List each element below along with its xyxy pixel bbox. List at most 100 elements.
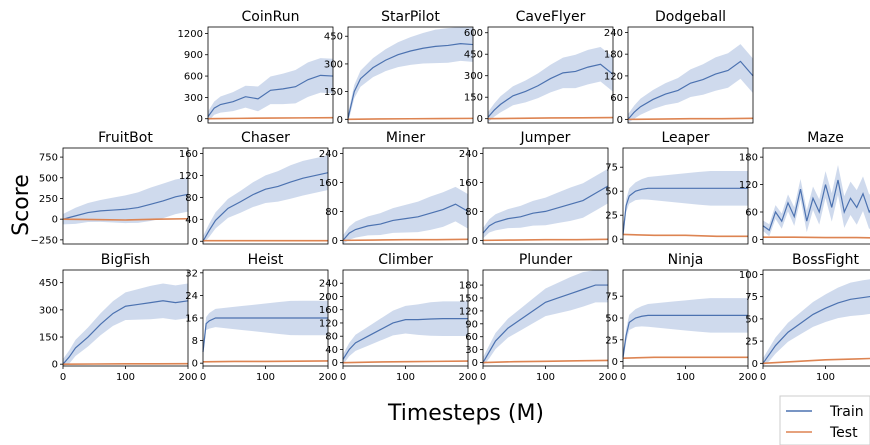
y-tick-label: 120	[319, 318, 338, 329]
y-tick-label: 240	[319, 149, 338, 160]
panel-title: Plunder	[519, 252, 573, 268]
panel-frame	[482, 147, 609, 245]
panel-frame	[202, 147, 329, 245]
x-tick-label: 200	[318, 372, 337, 383]
test-line	[763, 236, 870, 239]
x-tick-label: 100	[676, 372, 695, 383]
y-tick-label: 25	[605, 335, 618, 346]
test-line	[342, 360, 469, 364]
panel-chaser: Chaser 0 40 80 120 160	[179, 130, 329, 248]
y-tick-label: 40	[185, 215, 198, 226]
y-tick-label: 75	[605, 163, 618, 174]
panel-jumper: Jumper 0 80 160 240	[459, 130, 609, 247]
train-line	[482, 185, 609, 234]
panel-frame	[347, 26, 474, 124]
train-spread-band	[63, 177, 188, 225]
train-line	[762, 295, 870, 364]
panel-frame	[627, 26, 754, 124]
x-tick-label: 200	[598, 372, 617, 383]
y-tick-label: 160	[319, 178, 338, 189]
panel-frame	[62, 147, 189, 245]
x-tick-label: 0	[620, 372, 626, 383]
y-tick-label: 25	[605, 211, 618, 222]
y-tick-label: 25	[745, 337, 758, 348]
y-tick-label: 40	[325, 345, 338, 356]
y-tick-label: 300	[39, 305, 58, 316]
y-tick-label: 250	[39, 194, 58, 205]
y-tick-label: 450	[464, 50, 483, 61]
x-tick-label: 100	[816, 372, 835, 383]
legend: Train Test	[779, 395, 870, 445]
y-tick-label: 240	[319, 279, 338, 290]
train-line	[482, 284, 608, 363]
y-tick-label: 0	[612, 357, 618, 368]
panel-title: Miner	[386, 130, 425, 146]
train-spread-band	[483, 270, 608, 366]
y-tick-label: 200	[319, 292, 338, 303]
x-tick-label: 200	[738, 372, 757, 383]
train-spread-band	[203, 155, 328, 244]
y-tick-label: 120	[459, 306, 478, 317]
y-tick-label: 100	[739, 270, 758, 281]
y-tick-label: 60	[745, 208, 758, 219]
y-tick-label: 0	[752, 235, 758, 246]
y-tick-label: 0	[752, 359, 758, 370]
y-tick-label: 150	[464, 93, 483, 104]
train-line	[622, 187, 748, 235]
y-tick-label: 80	[185, 193, 198, 204]
train-spread-band	[763, 164, 870, 237]
test-line	[622, 233, 748, 238]
panel-title: Ninja	[668, 252, 704, 268]
panel-bigfish: BigFish 0 150 300 450 0 100 200	[39, 252, 198, 383]
panel-leaper: Leaper 0 25 50 75	[605, 130, 749, 246]
panel-title: Jumper	[520, 130, 571, 146]
train-spread-band	[623, 171, 748, 240]
y-tick-label: 160	[319, 305, 338, 316]
panel-frame	[622, 147, 749, 245]
y-tick-label: 0	[192, 359, 198, 370]
panel-starpilot: StarPilot 0 150 300 450	[324, 9, 474, 126]
y-tick-label: 300	[464, 71, 483, 82]
y-tick-label: 0	[192, 237, 198, 248]
panel-coinrun: CoinRun 0 300 600 900 1200	[178, 9, 334, 125]
legend-train-label: Train	[829, 404, 864, 420]
y-tick-label: 450	[324, 32, 343, 43]
panel-title: BigFish	[101, 252, 150, 268]
train-line	[342, 318, 468, 360]
panel-frame	[342, 147, 469, 245]
y-tick-label: 0	[337, 115, 343, 126]
train-spread-band	[623, 298, 748, 363]
panel-frame	[207, 26, 334, 124]
y-tick-label: 120	[179, 171, 198, 182]
y-tick-label: 0	[472, 358, 478, 369]
test-line	[762, 357, 870, 365]
x-tick-label: 100	[256, 372, 275, 383]
y-tick-label: 0	[52, 215, 58, 226]
panel-fruitbot: FruitBot −250 0 250 500 750	[31, 130, 189, 246]
train-spread-band	[203, 300, 328, 358]
y-tick-label: 8	[192, 336, 198, 347]
y-tick-label: 900	[184, 50, 203, 61]
y-tick-label: 30	[465, 345, 478, 356]
y-tick-label: 120	[604, 71, 623, 82]
y-tick-label: 90	[465, 319, 478, 330]
x-axis-label: Timesteps (M)	[387, 401, 544, 426]
train-line	[342, 203, 469, 241]
panel-title: CaveFlyer	[516, 9, 586, 25]
train-spread-band	[63, 283, 188, 366]
panel-miner: Miner 0 80 160 240	[319, 130, 469, 247]
train-spread-band	[343, 186, 468, 244]
x-tick-label: 0	[760, 372, 766, 383]
x-tick-label: 200	[458, 372, 477, 383]
y-tick-label: 0	[477, 114, 483, 125]
panel-title: Dodgeball	[655, 9, 726, 25]
x-tick-label: 0	[340, 372, 346, 383]
test-line	[487, 116, 614, 120]
x-tick-label: 100	[396, 372, 415, 383]
y-tick-label: 0	[332, 236, 338, 247]
panel-climber: Climber 0 40 80 120 160 200 240 0 100 200	[319, 252, 478, 383]
y-tick-label: 16	[185, 314, 198, 325]
y-tick-label: 180	[604, 50, 623, 61]
test-line	[342, 238, 469, 242]
test-line	[347, 117, 474, 121]
